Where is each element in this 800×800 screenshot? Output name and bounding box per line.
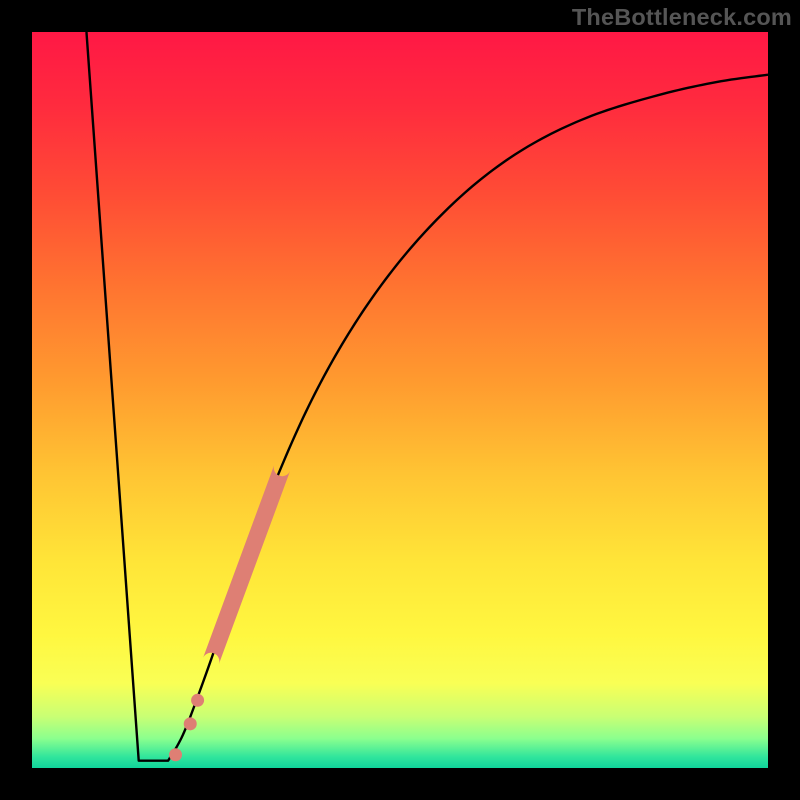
bottleneck-curve-plot <box>32 32 768 768</box>
gradient-background <box>32 32 768 768</box>
watermark-text: TheBottleneck.com <box>572 4 792 31</box>
marker-dot <box>191 694 204 707</box>
marker-dot <box>169 748 182 761</box>
chart-frame: TheBottleneck.com <box>0 0 800 800</box>
marker-dot <box>184 717 197 730</box>
